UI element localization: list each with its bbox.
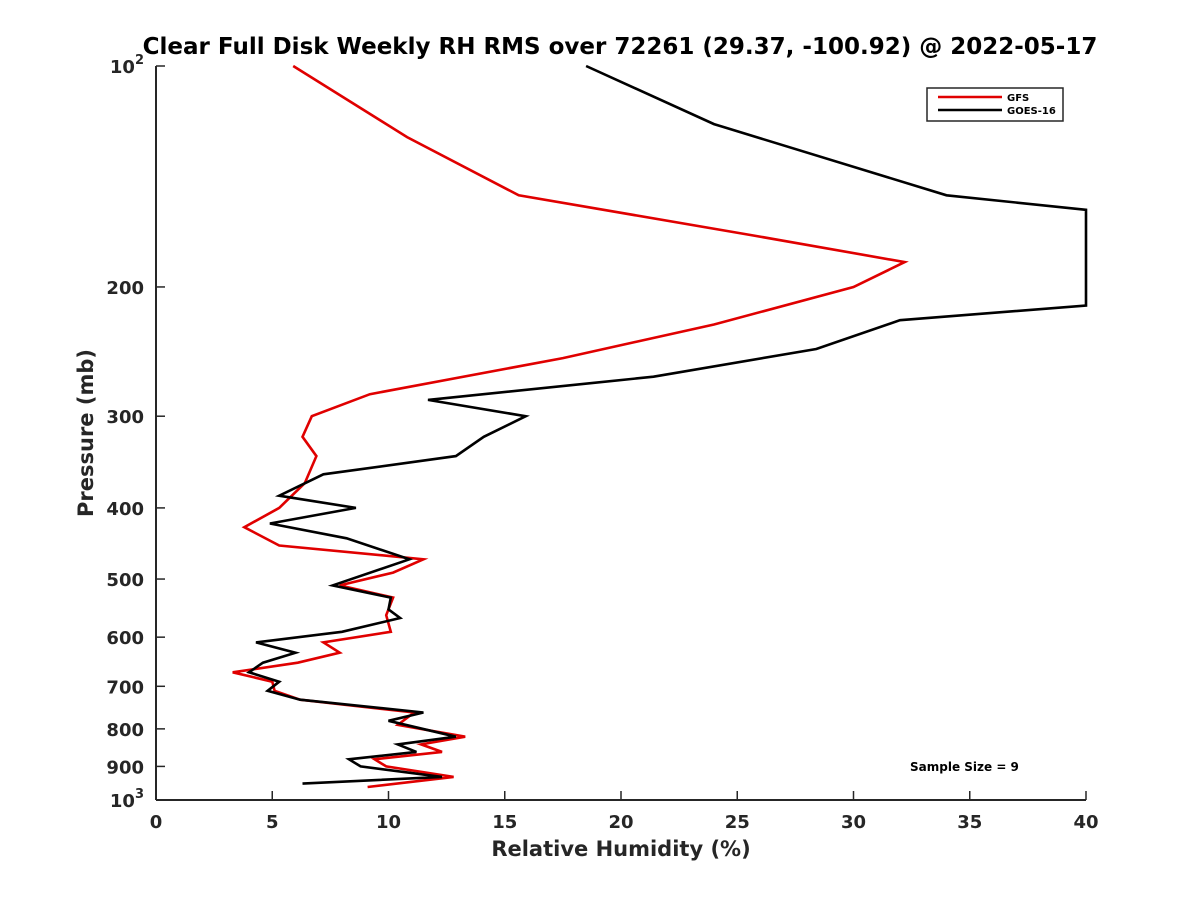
legend-label-goes16: GOES-16	[1007, 106, 1056, 117]
y-tick-label: 200	[106, 278, 144, 299]
y-tick-label: 103	[110, 787, 144, 812]
plot-area: 0 5 10 15 20 25 30 35 40 10220030040050060070080…	[106, 53, 1098, 833]
x-tick-label: 25	[725, 812, 750, 833]
y-tick-base: 10	[110, 791, 135, 812]
x-tick-label: 35	[957, 812, 982, 833]
x-axis-label: Relative Humidity (%)	[491, 837, 750, 861]
x-tick-label: 40	[1073, 812, 1098, 833]
y-tick-base: 10	[110, 57, 135, 78]
y-tick-label: 500	[106, 570, 144, 591]
y-tick-exponent: 3	[135, 787, 144, 802]
x-tick-label: 5	[266, 812, 279, 833]
x-tick-label: 30	[841, 812, 866, 833]
series-line-goes16	[246, 64, 1088, 785]
y-tick-label: 600	[106, 628, 144, 649]
y-tick-exponent: 2	[135, 53, 144, 68]
legend-label-gfs: GFS	[1007, 93, 1029, 104]
x-ticks: 0 5 10 15 20 25 30 35 40	[150, 791, 1099, 833]
series-layer	[232, 64, 1088, 789]
x-tick-label: 0	[150, 812, 163, 833]
legend-box	[926, 87, 1064, 122]
x-tick-label: 15	[492, 812, 517, 833]
y-tick-label: 400	[106, 499, 144, 520]
y-axis-label: Pressure (mb)	[74, 349, 98, 517]
chart-title: Clear Full Disk Weekly RH RMS over 72261…	[143, 34, 1098, 60]
y-tick-label: 800	[106, 720, 144, 741]
x-tick-label: 10	[376, 812, 401, 833]
y-tick-label: 700	[106, 677, 144, 698]
y-tick-label: 102	[110, 53, 144, 78]
y-tick-label: 900	[106, 757, 144, 778]
series-line-gfs	[232, 64, 909, 789]
sample-size-annotation: Sample Size = 9	[910, 760, 1019, 774]
y-tick-label: 300	[106, 407, 144, 428]
x-tick-label: 20	[608, 812, 633, 833]
legend: GFS GOES-16	[926, 87, 1064, 122]
